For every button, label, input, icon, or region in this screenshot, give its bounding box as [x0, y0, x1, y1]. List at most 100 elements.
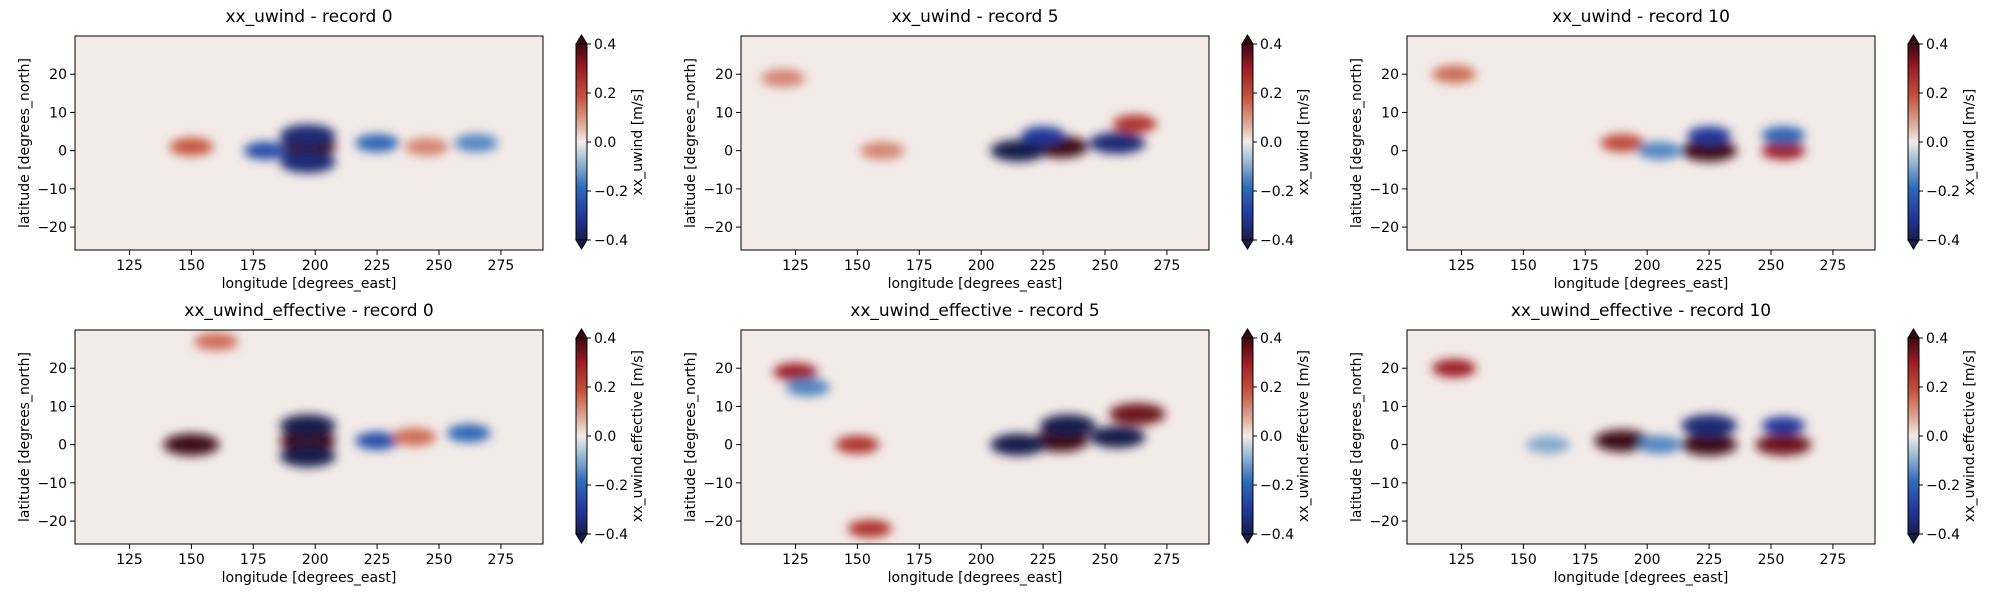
field-feature: [835, 435, 880, 454]
y-tick-label: −10: [1369, 476, 1399, 492]
field-feature: [279, 151, 336, 174]
field-feature: [279, 429, 336, 452]
field-feature: [1600, 134, 1645, 152]
panel-4: xx_uwind_effective - record 5 125 150 175 20…: [683, 301, 1312, 586]
axes-frame: [74, 329, 544, 545]
x-tick-label: 150: [844, 552, 871, 568]
field-feature: [1761, 416, 1806, 435]
axes-frame: [1406, 35, 1876, 251]
x-tick-label: 225: [1030, 258, 1057, 274]
colorbar-tick-label: −0.4: [594, 233, 628, 249]
x-axis-label: longitude [degrees_east]: [222, 276, 397, 292]
field-feature: [404, 137, 449, 156]
y-tick-label: 20: [715, 361, 733, 377]
x-tick-label: 250: [1758, 552, 1785, 568]
field-feature: [1637, 141, 1682, 160]
colorbar-label: xx_uwind.effective [m/s]: [1296, 350, 1312, 522]
field-feature: [1594, 429, 1651, 452]
x-tick-label: 150: [178, 552, 205, 568]
colorbar-extend-max: [1241, 328, 1254, 339]
colorbar-extend-min: [1907, 239, 1920, 250]
x-tick-label: 200: [968, 258, 995, 274]
x-axis-label: longitude [degrees_east]: [888, 276, 1063, 292]
colorbar-tick-label: 0.0: [1260, 429, 1282, 445]
x-tick-label: 225: [364, 552, 391, 568]
x-tick-label: 125: [1448, 552, 1475, 568]
axes-frame: [740, 329, 1210, 545]
x-tick-label: 225: [364, 258, 391, 274]
y-tick-label: 20: [715, 67, 733, 83]
colorbar-tick-label: 0.4: [1926, 37, 1948, 53]
y-tick-label: 20: [1381, 67, 1399, 83]
y-tick-label: −10: [37, 182, 67, 198]
y-tick-label: 10: [1381, 105, 1399, 121]
y-tick-label: −10: [703, 476, 733, 492]
field-feature: [169, 137, 214, 156]
colorbar-tick-label: 0.4: [594, 331, 616, 347]
y-tick-label: −10: [703, 182, 733, 198]
x-tick-label: 125: [1448, 258, 1475, 274]
field-feature: [1089, 426, 1146, 448]
field-feature: [163, 433, 220, 456]
y-tick-label: 20: [1381, 361, 1399, 377]
x-tick-label: 225: [1696, 258, 1723, 274]
axes-frame: [740, 35, 1210, 251]
field-feature: [454, 134, 499, 152]
colorbar-tick-label: −0.2: [594, 478, 628, 494]
colorbar-tick-label: 0.0: [1260, 135, 1282, 151]
x-tick-label: 275: [488, 258, 515, 274]
colorbar-tick-label: 0.4: [1260, 37, 1282, 53]
colorbar-label: xx_uwind [m/s]: [1962, 89, 1978, 196]
y-tick-label: 0: [724, 438, 733, 454]
x-tick-label: 175: [1572, 552, 1599, 568]
field-feature: [355, 431, 400, 450]
x-tick-label: 175: [240, 258, 267, 274]
y-tick-label: −20: [703, 220, 733, 236]
field-feature: [1761, 141, 1806, 160]
field-layer: [773, 363, 1166, 538]
x-tick-label: 200: [302, 552, 329, 568]
colorbar-tick-label: 0.0: [594, 135, 616, 151]
x-tick-label: 275: [1154, 258, 1181, 274]
y-tick-label: −20: [703, 514, 733, 530]
field-feature: [1526, 435, 1571, 454]
colorbar-extend-min: [575, 533, 588, 544]
y-axis-label: latitude [degrees_north]: [683, 58, 699, 228]
field-feature: [990, 139, 1047, 162]
colorbar-extend-max: [1907, 328, 1920, 339]
x-tick-label: 150: [1510, 258, 1537, 274]
y-tick-label: −20: [37, 514, 67, 530]
x-axis-label: longitude [degrees_east]: [1554, 276, 1729, 292]
x-tick-label: 125: [116, 258, 143, 274]
x-tick-label: 200: [302, 258, 329, 274]
colorbar-extend-min: [1241, 239, 1254, 250]
x-axis-label: longitude [degrees_east]: [222, 570, 397, 586]
x-axis-label: longitude [degrees_east]: [888, 570, 1063, 586]
y-tick-label: 10: [1381, 399, 1399, 415]
x-tick-label: 225: [1696, 552, 1723, 568]
colorbar-extend-max: [575, 328, 588, 339]
field-feature: [194, 332, 239, 351]
x-tick-label: 250: [426, 258, 453, 274]
colorbar-extend-max: [575, 34, 588, 45]
field-feature: [990, 433, 1047, 456]
colorbar-tick-label: 0.2: [594, 380, 616, 396]
y-tick-label: 10: [715, 399, 733, 415]
panel-5: xx_uwind_effective - record 10 125 150 175 2…: [1349, 301, 1978, 586]
x-tick-label: 225: [1030, 552, 1057, 568]
field-feature: [1089, 132, 1146, 154]
field-feature: [1039, 414, 1096, 437]
panel-title: xx_uwind - record 10: [1552, 7, 1730, 27]
y-axis-label: latitude [degrees_north]: [683, 352, 699, 522]
panel-title: xx_uwind_effective - record 5: [850, 301, 1099, 321]
field-feature: [1755, 433, 1812, 456]
y-tick-label: −20: [37, 220, 67, 236]
panel-title: xx_uwind_effective - record 0: [184, 301, 433, 321]
y-axis-label: latitude [degrees_north]: [17, 58, 33, 228]
panel-3: xx_uwind_effective - record 0 125 150 175 20…: [17, 301, 646, 586]
y-axis-label: latitude [degrees_north]: [1349, 58, 1365, 228]
field-layer: [761, 69, 1157, 162]
x-tick-label: 200: [968, 552, 995, 568]
